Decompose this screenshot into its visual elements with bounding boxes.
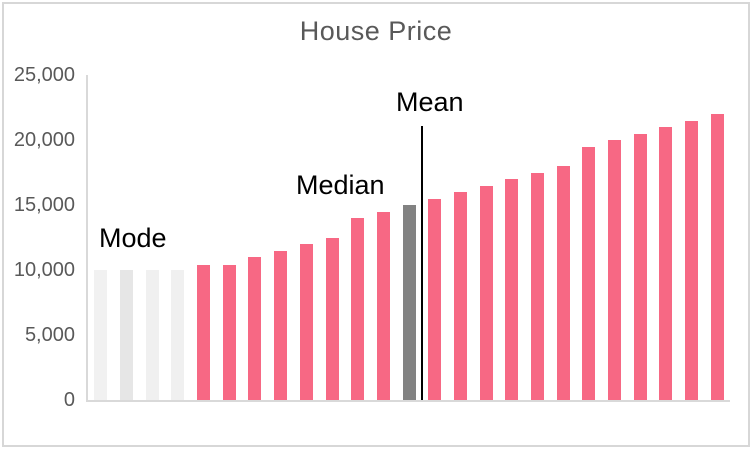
bar-slot: [319, 75, 345, 400]
bar: [351, 218, 365, 400]
bar-slot: [705, 75, 731, 400]
y-tick-label: 10,000: [13, 259, 75, 281]
median-bar: [402, 205, 416, 400]
bar-slot: [653, 75, 679, 400]
bar: [582, 146, 596, 400]
mean-label: Mean: [396, 87, 464, 117]
bar: [248, 257, 262, 400]
y-tick-label: 15,000: [13, 194, 75, 216]
bar: [633, 133, 647, 400]
chart-title: House Price: [299, 16, 453, 46]
bar: [453, 192, 467, 400]
bar-slot: [576, 75, 602, 400]
y-tick-label: 25,000: [13, 64, 75, 86]
bar-slot: [139, 75, 165, 400]
bar-slot: [191, 75, 217, 400]
bar-slot: [422, 75, 448, 400]
bar-slot: [88, 75, 114, 400]
bar-slot: [679, 75, 705, 400]
y-tick-label: 5,000: [24, 324, 75, 346]
y-axis-labels: 25,000 20,000 15,000 10,000 5,000 0: [0, 64, 75, 411]
mean-line: [420, 126, 423, 400]
plot-area: [86, 75, 730, 402]
bar: [685, 120, 699, 400]
mode-label: Mode: [99, 223, 167, 253]
median-label: Median: [296, 170, 385, 200]
bar: [608, 140, 622, 400]
bar: [197, 264, 211, 400]
y-tick-label: 0: [63, 389, 75, 411]
bar-slot: [345, 75, 371, 400]
mode-bar: [120, 270, 134, 400]
bar: [428, 198, 442, 400]
bar: [299, 244, 313, 400]
bar: [479, 185, 493, 400]
bar: [710, 114, 724, 400]
bar-slot: [602, 75, 628, 400]
bar-slot: [165, 75, 191, 400]
bar: [325, 237, 339, 400]
bar-slot: [550, 75, 576, 400]
bar-slot: [473, 75, 499, 400]
bar: [274, 250, 288, 400]
bar-slot: [371, 75, 397, 400]
bar: [556, 166, 570, 400]
bar-slot: [499, 75, 525, 400]
mode-bar: [94, 270, 108, 400]
mode-bar: [145, 270, 159, 400]
bar: [222, 264, 236, 400]
bar-slot: [242, 75, 268, 400]
bar: [531, 172, 545, 400]
bar-slot: [448, 75, 474, 400]
bar-slot: [627, 75, 653, 400]
bar-slot: [216, 75, 242, 400]
bar-slot: [396, 75, 422, 400]
y-tick-label: 20,000: [13, 129, 75, 151]
bar: [376, 211, 390, 400]
bar: [659, 127, 673, 400]
bar: [505, 179, 519, 400]
bar-slot: [114, 75, 140, 400]
bar-slot: [294, 75, 320, 400]
mode-bar: [171, 270, 185, 400]
bars: [88, 75, 730, 400]
bar-slot: [268, 75, 294, 400]
bar-slot: [525, 75, 551, 400]
